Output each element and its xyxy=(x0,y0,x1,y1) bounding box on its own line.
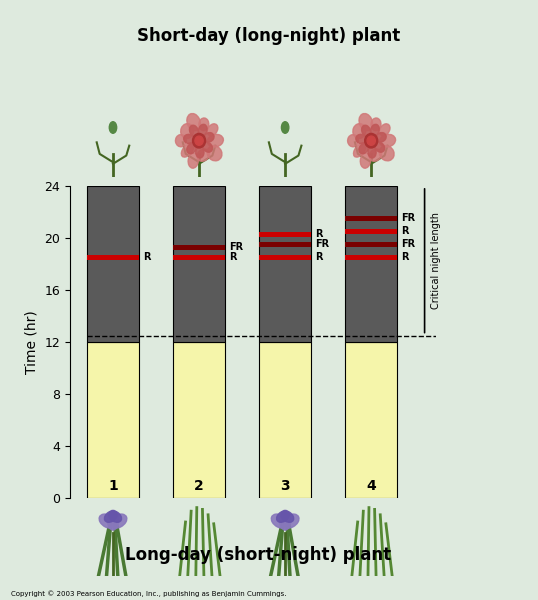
Ellipse shape xyxy=(348,134,358,147)
Circle shape xyxy=(193,133,206,148)
Text: 2: 2 xyxy=(194,479,204,493)
Ellipse shape xyxy=(282,514,299,528)
Text: 1: 1 xyxy=(108,479,118,493)
Bar xyxy=(345,255,397,260)
Bar xyxy=(87,255,139,260)
Ellipse shape xyxy=(207,146,222,161)
Circle shape xyxy=(367,136,376,145)
Ellipse shape xyxy=(359,113,373,131)
Ellipse shape xyxy=(199,124,207,136)
Ellipse shape xyxy=(207,134,223,147)
Ellipse shape xyxy=(359,143,369,154)
Text: FR: FR xyxy=(401,239,415,250)
Text: Critical night length: Critical night length xyxy=(431,212,442,309)
Text: 4: 4 xyxy=(366,479,376,493)
Ellipse shape xyxy=(371,118,381,131)
Text: FR: FR xyxy=(315,239,329,250)
Bar xyxy=(345,216,397,221)
Bar xyxy=(173,255,225,260)
Ellipse shape xyxy=(181,143,194,157)
Ellipse shape xyxy=(183,134,194,143)
Ellipse shape xyxy=(281,511,294,523)
Ellipse shape xyxy=(199,118,209,131)
Bar xyxy=(345,342,397,498)
Bar xyxy=(173,342,225,498)
Ellipse shape xyxy=(108,510,119,530)
Ellipse shape xyxy=(279,510,291,530)
Ellipse shape xyxy=(362,125,371,136)
Bar xyxy=(259,242,311,247)
Bar xyxy=(345,186,397,342)
Ellipse shape xyxy=(375,142,385,152)
Ellipse shape xyxy=(188,153,199,168)
Ellipse shape xyxy=(204,133,214,142)
Ellipse shape xyxy=(369,149,381,161)
Ellipse shape xyxy=(104,511,117,523)
Ellipse shape xyxy=(356,134,366,143)
Ellipse shape xyxy=(353,124,366,139)
Ellipse shape xyxy=(353,143,366,157)
Text: FR: FR xyxy=(229,242,243,252)
Text: R: R xyxy=(401,253,409,262)
Ellipse shape xyxy=(99,514,116,528)
Y-axis label: Time (hr): Time (hr) xyxy=(25,310,39,374)
Ellipse shape xyxy=(207,124,218,136)
Text: Copyright © 2003 Pearson Education, Inc., publishing as Benjamin Cummings.: Copyright © 2003 Pearson Education, Inc.… xyxy=(11,590,286,597)
Circle shape xyxy=(195,136,203,145)
Text: R: R xyxy=(315,229,323,239)
Ellipse shape xyxy=(110,514,127,528)
Text: FR: FR xyxy=(401,214,415,223)
Ellipse shape xyxy=(271,514,288,528)
Ellipse shape xyxy=(371,124,379,136)
Ellipse shape xyxy=(109,511,122,523)
Ellipse shape xyxy=(368,146,376,158)
Ellipse shape xyxy=(376,133,386,142)
Ellipse shape xyxy=(360,153,371,168)
Circle shape xyxy=(365,133,378,148)
Ellipse shape xyxy=(196,146,204,158)
Text: 3: 3 xyxy=(280,479,290,493)
Ellipse shape xyxy=(197,149,209,161)
Ellipse shape xyxy=(277,511,289,523)
Text: R: R xyxy=(229,253,237,262)
Bar xyxy=(87,186,139,342)
Text: R: R xyxy=(143,253,151,262)
Bar xyxy=(345,229,397,234)
Ellipse shape xyxy=(281,122,289,133)
Ellipse shape xyxy=(189,125,199,136)
Ellipse shape xyxy=(187,113,201,131)
Bar xyxy=(259,232,311,236)
Text: R: R xyxy=(315,253,323,262)
Text: R: R xyxy=(401,226,409,236)
Bar xyxy=(259,255,311,260)
Text: Short-day (long-night) plant: Short-day (long-night) plant xyxy=(137,27,401,45)
Ellipse shape xyxy=(203,142,213,152)
Ellipse shape xyxy=(379,146,394,161)
Bar xyxy=(259,186,311,342)
Ellipse shape xyxy=(181,124,194,139)
Bar xyxy=(173,186,225,342)
Ellipse shape xyxy=(379,134,395,147)
Bar xyxy=(345,242,397,247)
Ellipse shape xyxy=(175,134,186,147)
Ellipse shape xyxy=(109,122,117,133)
Bar xyxy=(173,245,225,250)
Ellipse shape xyxy=(187,143,196,154)
Text: Long-day (short-night) plant: Long-day (short-night) plant xyxy=(125,546,391,564)
Bar xyxy=(259,342,311,498)
Ellipse shape xyxy=(379,124,390,136)
Bar xyxy=(87,342,139,498)
